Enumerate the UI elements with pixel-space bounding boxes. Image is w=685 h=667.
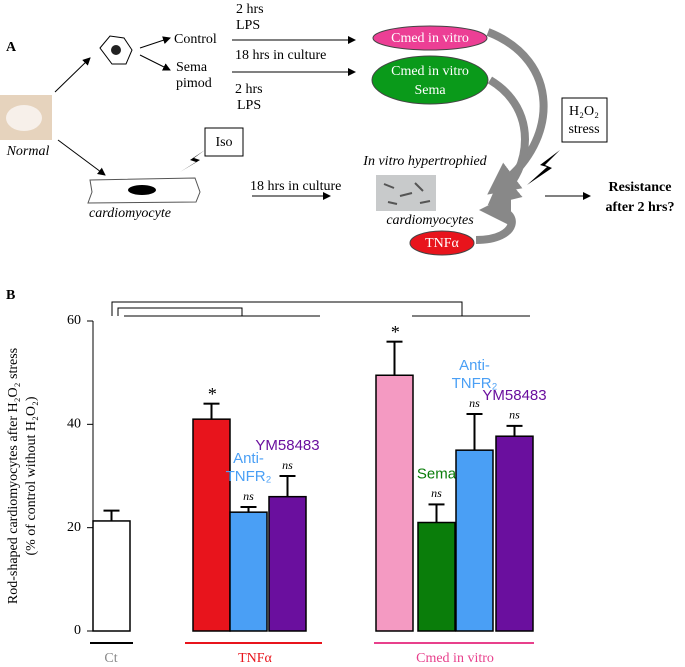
group-label: Ct [104, 651, 117, 666]
significance: ns [282, 458, 293, 472]
flow-arrow [487, 76, 529, 206]
normal-label: Normal [6, 144, 50, 159]
y-tick-label: 60 [67, 313, 81, 328]
bar-label: TNFR₂ [226, 468, 272, 485]
cardiomyocyte-nucleus [128, 185, 156, 195]
arrow [54, 57, 91, 93]
culture-label: 18 hrs in culture [235, 48, 326, 63]
resistance-label: after 2 hrs? [606, 200, 675, 215]
bar-label: Anti- [459, 357, 490, 374]
cmed-sema-label: Sema [414, 83, 446, 98]
control-label: Control [174, 32, 217, 47]
bar [495, 435, 534, 632]
lps-label: LPS [237, 98, 261, 113]
panel-label: A [6, 40, 17, 55]
bar [268, 495, 307, 632]
lps-label: 2 hrs [236, 2, 264, 17]
tnf-ellipse [409, 230, 475, 256]
y-axis-label: (% of control without H₂O₂) [24, 396, 39, 555]
panel-a: A Normal Control Sema pimod 2 hrs LPS 18… [0, 2, 675, 256]
stress-label: H₂O₂ [569, 104, 599, 119]
cell-nucleus [111, 45, 121, 55]
arrow [57, 139, 106, 176]
bar [229, 511, 268, 632]
lps-label: 2 hrs [235, 82, 263, 97]
group-label: TNFα [238, 651, 272, 666]
resistance-label: Resistance [609, 180, 672, 195]
micrograph-cells [383, 182, 431, 205]
significance: * [207, 384, 216, 404]
significance: * [390, 322, 399, 342]
y-tick-label: 40 [67, 417, 81, 432]
significance: ns [509, 408, 520, 422]
cmed-label: Cmed in vitro [391, 31, 469, 46]
iso-label: Iso [215, 135, 232, 150]
rat [6, 105, 42, 131]
sema-label: Sema [176, 60, 208, 75]
stress-label: stress [568, 122, 599, 137]
iso-box [204, 127, 244, 157]
culture-label: 18 hrs in culture [250, 179, 341, 194]
hypertrophied-label: In vitro hypertrophied [362, 154, 487, 169]
lightning [180, 150, 205, 172]
bar [192, 418, 231, 632]
comparison-brackets [111, 301, 530, 317]
hypertrophied-label: cardiomyocytes [386, 213, 474, 228]
y-tick-label: 20 [67, 520, 81, 535]
sema-label: pimod [176, 76, 212, 91]
flow-arrow [475, 194, 516, 244]
bar [455, 449, 494, 632]
bar [92, 520, 131, 632]
cardiomyocyte-label: cardiomyocyte [89, 206, 171, 221]
significance: ns [431, 486, 442, 500]
tnf-label: TNFα [425, 236, 459, 251]
bar [417, 521, 456, 632]
cmed-sema-ellipse [371, 55, 489, 105]
lps-label: LPS [236, 18, 260, 33]
stress-box [561, 97, 608, 143]
significance: ns [469, 396, 480, 410]
bar-label: Sema [417, 465, 457, 482]
group-label: Cmed in vitro [416, 651, 494, 666]
bar-label: YM58483 [482, 387, 546, 404]
arrow [139, 54, 171, 71]
arrow [139, 36, 171, 49]
bar-label: Anti- [233, 450, 264, 467]
panel-label: B [6, 288, 15, 303]
cmed-ellipse [372, 25, 488, 51]
y-tick-label: 0 [74, 623, 81, 638]
bar-label: TNFR₂ [452, 375, 498, 392]
micrograph [376, 175, 436, 211]
bar-label: YM58483 [255, 437, 319, 454]
cmed-sema-label: Cmed in vitro [391, 64, 469, 79]
significance: ns [243, 489, 254, 503]
y-axis-label: Rod-shaped cardiomyocytes after H₂O₂ str… [6, 348, 21, 604]
bar [375, 374, 414, 632]
